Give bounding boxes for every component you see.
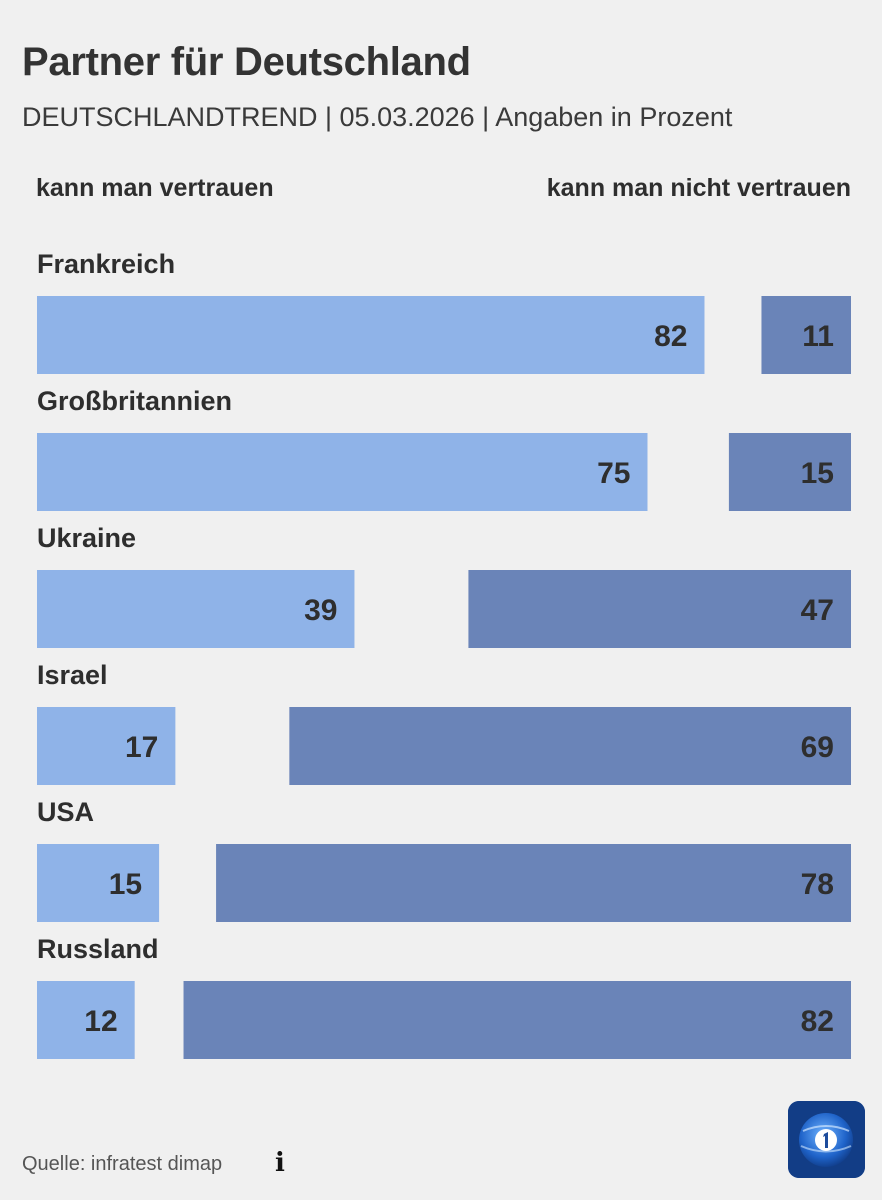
- bar-no-trust-frankreich: [761, 296, 851, 374]
- value-label-no-trust-frankreich: 11: [802, 320, 834, 353]
- category-label-israel: Israel: [37, 660, 108, 690]
- value-label-no-trust-grossbritannien: 15: [801, 457, 834, 490]
- legend-no-trust: kann man nicht vertrauen: [546, 174, 851, 202]
- value-label-no-trust-russland: 82: [801, 1005, 834, 1038]
- chart-subtitle: DEUTSCHLANDTREND | 05.03.2026 | Angaben …: [22, 102, 733, 132]
- value-label-no-trust-israel: 69: [801, 731, 834, 764]
- bar-no-trust-russland: [183, 981, 851, 1059]
- value-label-trust-usa: 15: [109, 868, 142, 901]
- source-note: Quelle: infratest dimap: [22, 1153, 223, 1175]
- category-label-grossbritannien: Großbritannien: [37, 386, 232, 416]
- value-label-trust-grossbritannien: 75: [597, 457, 630, 490]
- tagesschau-logo[interactable]: [788, 1101, 865, 1178]
- bar-trust-frankreich: [37, 296, 705, 374]
- category-label-frankreich: Frankreich: [37, 249, 175, 279]
- bar-no-trust-usa: [216, 844, 851, 922]
- category-label-usa: USA: [37, 797, 94, 827]
- value-label-trust-russland: 12: [84, 1005, 117, 1038]
- value-label-no-trust-usa: 78: [801, 868, 834, 901]
- chart-title: Partner für Deutschland: [22, 40, 471, 84]
- bar-no-trust-israel: [289, 707, 852, 785]
- bar-trust-ukraine: [37, 570, 355, 648]
- bar-trust-grossbritannien: [37, 433, 648, 511]
- bar-trust-israel: [37, 707, 176, 785]
- legend-trust: kann man vertrauen: [36, 174, 274, 202]
- value-label-trust-frankreich: 82: [654, 320, 687, 353]
- value-label-trust-israel: 17: [125, 731, 158, 764]
- bar-no-trust-grossbritannien: [728, 433, 851, 511]
- logo-globe-icon: [788, 1101, 865, 1178]
- info-icon[interactable]: i: [275, 1148, 285, 1178]
- bar-no-trust-ukraine: [468, 570, 851, 648]
- value-label-trust-ukraine: 39: [304, 594, 337, 627]
- category-label-ukraine: Ukraine: [37, 523, 136, 553]
- value-label-no-trust-ukraine: 47: [801, 594, 834, 627]
- bar-trust-usa: [37, 844, 160, 922]
- category-label-russland: Russland: [37, 934, 159, 964]
- bar-trust-russland: [37, 981, 135, 1059]
